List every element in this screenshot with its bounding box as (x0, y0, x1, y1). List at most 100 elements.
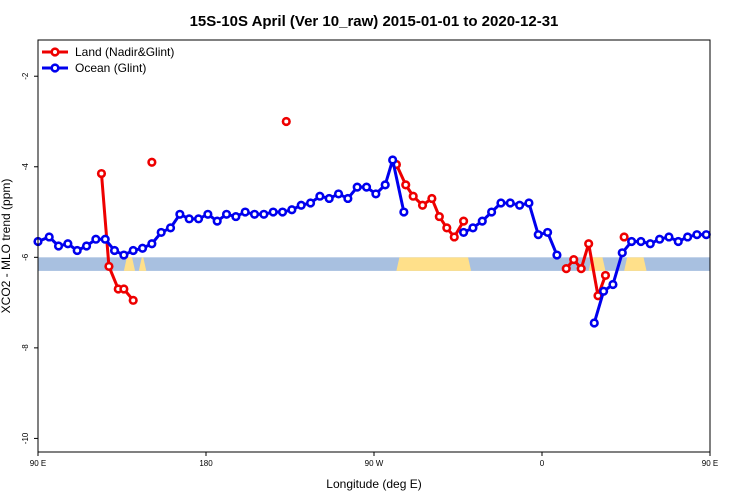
land-band-layer (38, 257, 710, 271)
data-point (128, 295, 138, 305)
data-point (561, 264, 571, 274)
y-tick-label: -10 (21, 432, 30, 444)
data-point (203, 209, 213, 219)
data-point (128, 245, 138, 256)
data-point (552, 250, 562, 260)
legend-marker (50, 63, 60, 73)
legend-marker (50, 47, 60, 57)
data-point (156, 227, 166, 238)
data-point (352, 182, 362, 192)
data-point (619, 232, 629, 242)
legend-label: Ocean (Glint) (75, 61, 146, 75)
data-point (417, 200, 428, 210)
series-line (462, 201, 559, 256)
y-tick-label: -4 (21, 163, 30, 171)
data-point (333, 189, 344, 199)
data-point (442, 223, 452, 233)
data-point (584, 239, 594, 249)
data-point (165, 223, 176, 233)
data-point (459, 227, 469, 238)
data-point (701, 230, 711, 240)
data-point (380, 180, 390, 190)
chart-title: 15S-10S April (Ver 10_raw) 2015-01-01 to… (190, 13, 559, 30)
data-point (72, 245, 82, 256)
data-point (109, 245, 120, 256)
x-tick-label: 90 E (702, 459, 718, 468)
data-point (221, 209, 232, 219)
y-tick-label: -2 (21, 72, 30, 80)
data-point (459, 216, 469, 226)
data-point (692, 230, 702, 240)
data-point (137, 243, 148, 253)
data-point (231, 211, 241, 222)
data-point (119, 284, 129, 294)
series-ocean (33, 155, 711, 328)
data-point (576, 264, 586, 274)
data-point (514, 200, 525, 210)
axis-layer: 90 E 180 90 W 0 90 E -2 -4 -6 -8 -10 (21, 72, 718, 468)
data-point (468, 223, 478, 233)
data-point (487, 207, 497, 217)
data-point (645, 239, 655, 249)
data-point (287, 205, 297, 215)
data-point (212, 216, 222, 226)
x-tick-label: 90 W (365, 459, 384, 468)
x-tick-label: 0 (540, 459, 545, 468)
data-point (175, 209, 185, 219)
data-point (315, 191, 325, 201)
data-point (100, 234, 110, 244)
data-point (477, 216, 487, 226)
y-axis-label: XCO2 - MLO trend (ppm) (0, 179, 13, 314)
ocean-band (38, 257, 710, 271)
data-point (589, 318, 599, 328)
data-point (259, 209, 269, 219)
data-point (119, 250, 129, 260)
x-tick-label: 180 (199, 459, 213, 468)
data-point (408, 191, 418, 201)
data-point (249, 209, 260, 219)
data-point (427, 193, 437, 204)
land-mask-segment (123, 257, 136, 271)
data-point (91, 234, 101, 244)
land-mask-segment (624, 257, 647, 271)
data-point (542, 227, 553, 238)
data-point (240, 207, 250, 217)
data-point (324, 193, 334, 204)
data-point (63, 239, 73, 249)
data-point (371, 189, 381, 199)
data-point (682, 232, 693, 242)
data-point (184, 214, 194, 224)
legend-label: Land (Nadir&Glint) (75, 45, 174, 59)
data-point (636, 236, 646, 247)
legend: Land (Nadir&Glint) Ocean (Glint) (42, 45, 174, 75)
data-point (53, 241, 64, 251)
data-point (81, 241, 92, 251)
data-point (654, 234, 665, 244)
data-point (268, 207, 278, 217)
data-point (496, 198, 506, 208)
data-point (281, 116, 291, 127)
data-point (598, 286, 609, 296)
data-point (343, 193, 353, 204)
data-point (388, 155, 398, 165)
data-point (361, 182, 372, 192)
land-mask-segment (138, 257, 147, 271)
data-point (505, 198, 515, 208)
data-point (664, 232, 674, 242)
data-point (399, 207, 409, 217)
data-point (44, 232, 54, 242)
data-point (673, 236, 683, 247)
data-point (401, 180, 411, 190)
land-mask-segment (396, 257, 472, 271)
data-point (449, 232, 459, 242)
data-point (608, 279, 618, 290)
data-point (600, 270, 611, 281)
data-point (96, 168, 107, 179)
data-point (617, 248, 627, 258)
data-point (434, 211, 444, 222)
data-point (147, 157, 157, 167)
data-point (626, 236, 637, 247)
data-point (277, 207, 288, 217)
data-point (193, 214, 204, 224)
